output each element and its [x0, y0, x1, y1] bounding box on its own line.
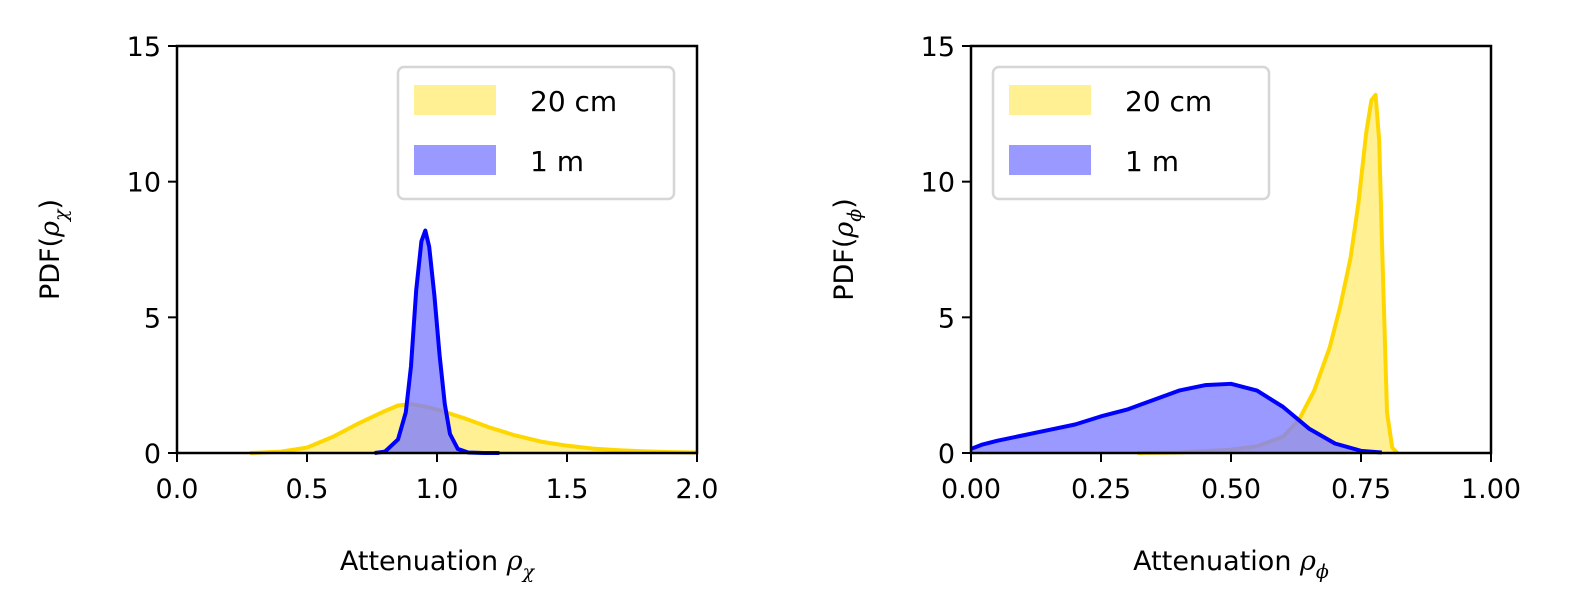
x-tick-label: 0.0: [156, 474, 199, 505]
x-tick-label: 0.00: [941, 474, 1001, 505]
x-tick-label: 0.50: [1201, 474, 1261, 505]
x-tick-label: 0.25: [1071, 474, 1131, 505]
legend-label: 1 m: [530, 145, 584, 178]
legend: 20 cm 1 m: [991, 65, 1271, 201]
series-area-yellow: [249, 404, 698, 453]
legend-swatch-blue: [414, 145, 496, 175]
y-tick-label: 10: [127, 168, 161, 199]
y-tick-label: 0: [144, 439, 161, 470]
x-tick-label: 2.0: [676, 474, 719, 505]
legend-swatch-yellow: [414, 85, 496, 115]
y-tick-label: 5: [144, 303, 161, 334]
series-line-blue: [970, 381, 1382, 455]
x-tick-label: 0.75: [1331, 474, 1391, 505]
legend-label: 1 m: [1125, 145, 1179, 178]
right-chart-panel: 0.00 0.25 0.50 0.75 1.00 0 5 10 15 Attenuation ρϕ…: [829, 32, 1521, 583]
series-area-yellow: [1137, 94, 1398, 453]
x-axis-label: Attenuation ρχ: [340, 546, 536, 583]
x-tick-label: 1.5: [546, 474, 589, 505]
legend-swatch-yellow: [1009, 85, 1091, 115]
left-chart-panel: 0.0 0.5 1.0 1.5 2.0 0 5 10 15 Attenuation ρχ PDF(ρ…: [35, 32, 718, 583]
legend-label: 20 cm: [1125, 85, 1212, 118]
x-tick-label: 1.00: [1461, 474, 1521, 505]
x-tick-label: 0.5: [286, 474, 329, 505]
series-line-yellow: [249, 402, 698, 455]
y-tick-label: 5: [938, 303, 955, 334]
series-area-blue: [971, 383, 1382, 453]
y-tick-label: 15: [921, 32, 955, 63]
y-tick-label: 15: [127, 32, 161, 63]
y-tick-label: 0: [938, 439, 955, 470]
y-axis-label: PDF(ρϕ): [829, 198, 866, 301]
x-axis-label: Attenuation ρϕ: [1133, 546, 1329, 583]
y-axis-label: PDF(ρχ): [35, 199, 72, 300]
x-tick-label: 1.0: [416, 474, 459, 505]
legend: 20 cm 1 m: [396, 65, 676, 201]
legend-label: 20 cm: [530, 85, 617, 118]
y-tick-label: 10: [921, 168, 955, 199]
legend-swatch-blue: [1009, 145, 1091, 175]
series-line-blue: [374, 228, 500, 455]
